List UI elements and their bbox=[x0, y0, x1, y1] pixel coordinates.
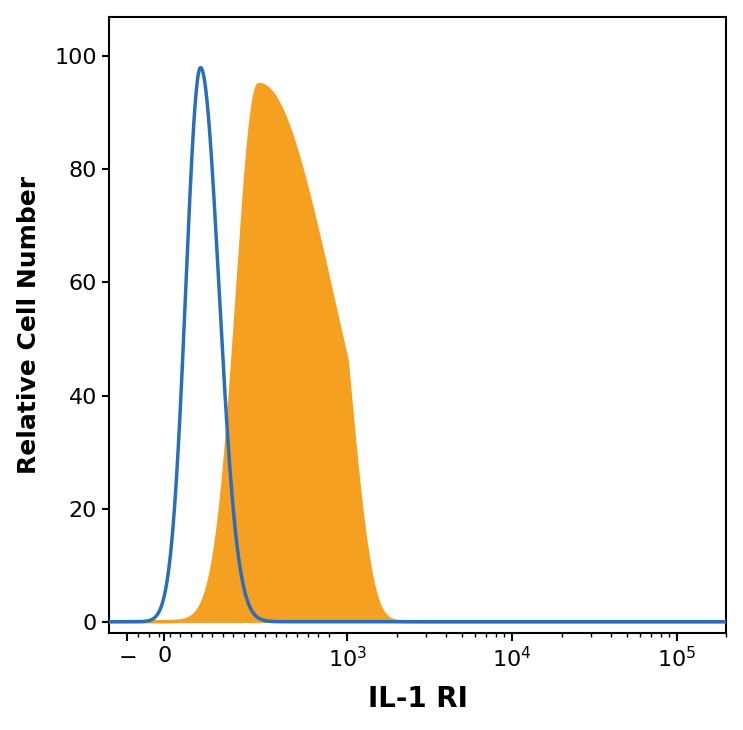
X-axis label: IL-1 RI: IL-1 RI bbox=[368, 685, 467, 713]
Y-axis label: Relative Cell Number: Relative Cell Number bbox=[16, 176, 41, 474]
